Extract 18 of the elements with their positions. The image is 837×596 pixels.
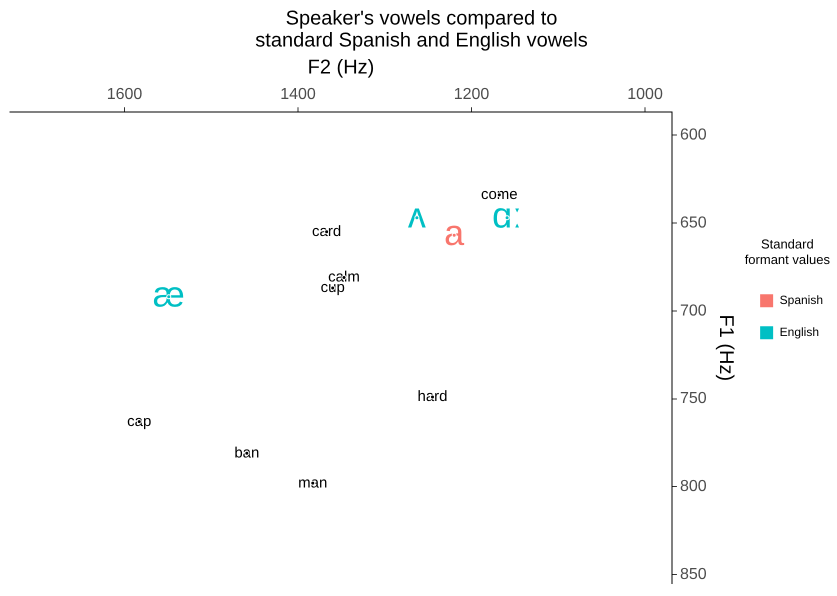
- y-tick-label: 700: [680, 302, 707, 320]
- y-tick-label: 650: [680, 214, 707, 232]
- chart-title: Speaker's vowels compared to standard Spanish and English vowels: [255, 8, 588, 52]
- y-axis-title: F1 (Hz): [715, 314, 738, 382]
- legend-label: Spanish: [780, 293, 824, 308]
- x-tick-label: 1200: [454, 86, 490, 104]
- legend-title: Standard formant values: [744, 236, 830, 267]
- data-label: come: [480, 186, 518, 203]
- data-label: ʌ: [408, 194, 426, 236]
- x-axis-title: F2 (Hz): [308, 56, 374, 79]
- x-tick-label: 1400: [280, 86, 316, 104]
- y-tick-label: 800: [680, 478, 707, 496]
- y-tick-label: 600: [680, 126, 707, 144]
- y-tick-label: 850: [680, 566, 707, 584]
- legend-label: English: [780, 325, 819, 340]
- x-tick-label: 1000: [627, 86, 663, 104]
- y-tick-label: 750: [680, 390, 707, 408]
- x-tick-label: 1600: [106, 86, 142, 104]
